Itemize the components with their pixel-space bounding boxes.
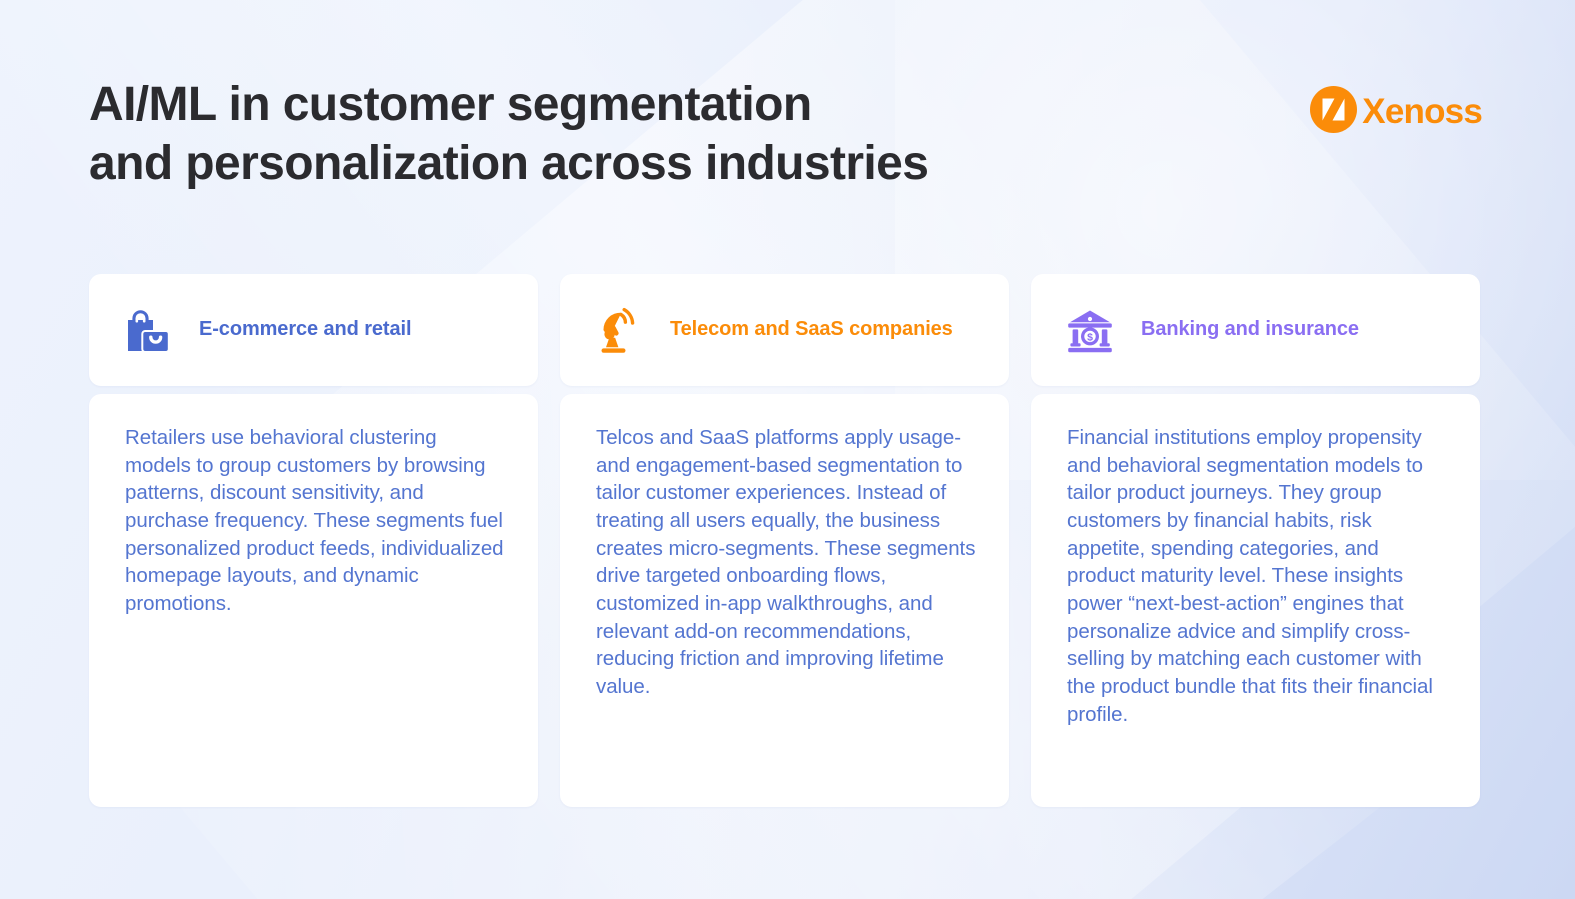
svg-text:$: $	[1087, 331, 1093, 343]
card-title-telecom-saas: Telecom and SaaS companies	[670, 318, 953, 341]
bank-building-icon: $	[1061, 301, 1119, 359]
card-telecom-saas: Telecom and SaaS companies Telcos and Sa…	[560, 274, 1009, 807]
brand-name: Xenoss	[1362, 92, 1483, 131]
brand-logo: Xenoss	[1310, 86, 1483, 138]
card-description-banking-insurance: Financial institutions employ propensity…	[1067, 426, 1433, 726]
card-banking-insurance: $ Banking and insurance Financial instit…	[1031, 274, 1480, 807]
card-body-banking-insurance: Financial institutions employ propensity…	[1031, 394, 1480, 807]
card-ecommerce-retail: E-commerce and retail Retailers use beha…	[89, 274, 538, 807]
card-description-telecom-saas: Telcos and SaaS platforms apply usage- a…	[596, 426, 976, 699]
card-description-ecommerce-retail: Retailers use behavioral clustering mode…	[125, 426, 504, 616]
card-header-ecommerce-retail: E-commerce and retail	[89, 274, 538, 386]
card-body-ecommerce-retail: Retailers use behavioral clustering mode…	[89, 394, 538, 807]
satellite-dish-icon	[590, 301, 648, 359]
card-header-telecom-saas: Telecom and SaaS companies	[560, 274, 1009, 386]
card-title-ecommerce-retail: E-commerce and retail	[199, 318, 412, 341]
industry-cards-row: E-commerce and retail Retailers use beha…	[89, 274, 1482, 807]
shopping-bags-icon	[119, 301, 177, 359]
card-header-banking-insurance: $ Banking and insurance	[1031, 274, 1480, 386]
card-title-banking-insurance: Banking and insurance	[1141, 318, 1359, 341]
xenoss-logo-icon	[1310, 86, 1358, 138]
page-title: AI/ML in customer segmentation and perso…	[89, 78, 929, 190]
page-header: AI/ML in customer segmentation and perso…	[0, 0, 1575, 240]
card-body-telecom-saas: Telcos and SaaS platforms apply usage- a…	[560, 394, 1009, 807]
